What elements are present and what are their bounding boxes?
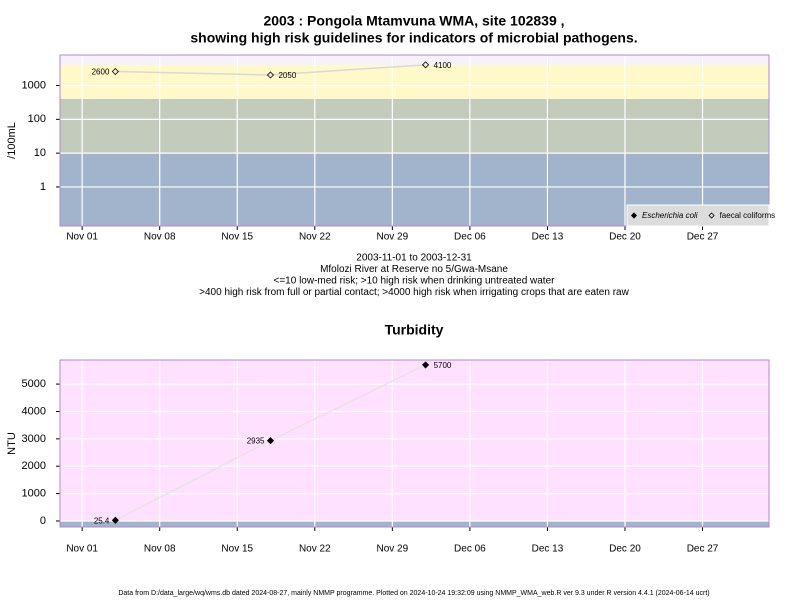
data-label: 25.4 <box>94 516 110 525</box>
data-label: 4100 <box>434 61 452 70</box>
chart-title: Turbidity <box>385 322 444 338</box>
x-tick-label: Nov 15 <box>221 232 253 243</box>
y-axis-label: NTU <box>6 432 18 455</box>
y-tick-label: 2000 <box>22 460 46 472</box>
x-tick-label: Dec 20 <box>609 544 641 555</box>
chart-title: 2003 : Pongola Mtamvuna WMA, site 102839… <box>263 13 564 29</box>
x-tick-label: Dec 13 <box>532 232 564 243</box>
risk-band <box>60 55 769 66</box>
y-tick-label: 4000 <box>22 405 46 417</box>
x-tick-label: Nov 15 <box>221 544 253 555</box>
x-tick-label: Nov 29 <box>377 544 409 555</box>
footer: Data from D:/data_large/wq/wms.db dated … <box>118 590 709 597</box>
legend-box <box>626 204 770 227</box>
data-point <box>422 361 430 369</box>
data-label: 2050 <box>278 71 296 80</box>
annotation: 2003-11-01 to 2003-12-31 <box>356 253 472 264</box>
y-axis-label: /100mL <box>6 122 18 159</box>
data-point <box>111 67 119 76</box>
y-tick-label: 1 <box>40 181 46 193</box>
x-tick-label: Nov 29 <box>377 232 409 243</box>
data-label: 5700 <box>434 361 452 370</box>
y-tick-label: 100 <box>28 113 46 125</box>
legend-marker <box>630 212 638 219</box>
x-tick-label: Nov 01 <box>66 232 98 243</box>
risk-band <box>60 520 769 527</box>
chart-title: showing high risk guidelines for indicat… <box>190 30 637 46</box>
y-tick-label: 10 <box>34 147 46 159</box>
x-tick-label: Nov 08 <box>144 544 176 555</box>
x-tick-label: Dec 06 <box>454 544 486 555</box>
y-tick-label: 1000 <box>22 79 46 91</box>
x-tick-label: Dec 06 <box>454 232 486 243</box>
y-tick-label: 1000 <box>22 488 46 500</box>
data-point <box>422 61 430 69</box>
risk-band <box>60 65 769 99</box>
risk-band <box>60 98 769 154</box>
data-point <box>111 516 119 524</box>
y-tick-label: 3000 <box>22 433 46 445</box>
x-tick-label: Nov 01 <box>66 544 98 555</box>
annotation: Mfolozi River at Reserve no 5/Gwa-Msane <box>320 264 508 275</box>
plot-frame <box>59 359 770 528</box>
y-tick-label: 5000 <box>22 378 46 390</box>
annotation: >400 high risk from full or partial cont… <box>199 287 629 298</box>
data-label: 2600 <box>92 68 110 77</box>
legend-label: Escherichia coli <box>642 211 698 220</box>
x-tick-label: Dec 27 <box>687 544 719 555</box>
x-tick-label: Dec 27 <box>687 232 719 243</box>
x-tick-label: Dec 13 <box>532 544 564 555</box>
x-tick-label: Nov 22 <box>299 544 331 555</box>
series-line <box>115 64 426 76</box>
x-tick-label: Nov 22 <box>299 232 331 243</box>
x-tick-label: Dec 20 <box>609 232 641 243</box>
data-point <box>266 437 275 445</box>
y-tick-label: 0 <box>40 515 46 527</box>
data-point <box>266 71 275 79</box>
data-label: 2935 <box>247 437 265 446</box>
legend-marker <box>708 212 715 219</box>
annotation: <=10 low-med risk; >10 high risk when dr… <box>274 276 556 287</box>
legend-label: faecal coliforms <box>720 211 776 220</box>
plot-frame <box>59 54 770 227</box>
x-tick-label: Nov 08 <box>144 232 176 243</box>
